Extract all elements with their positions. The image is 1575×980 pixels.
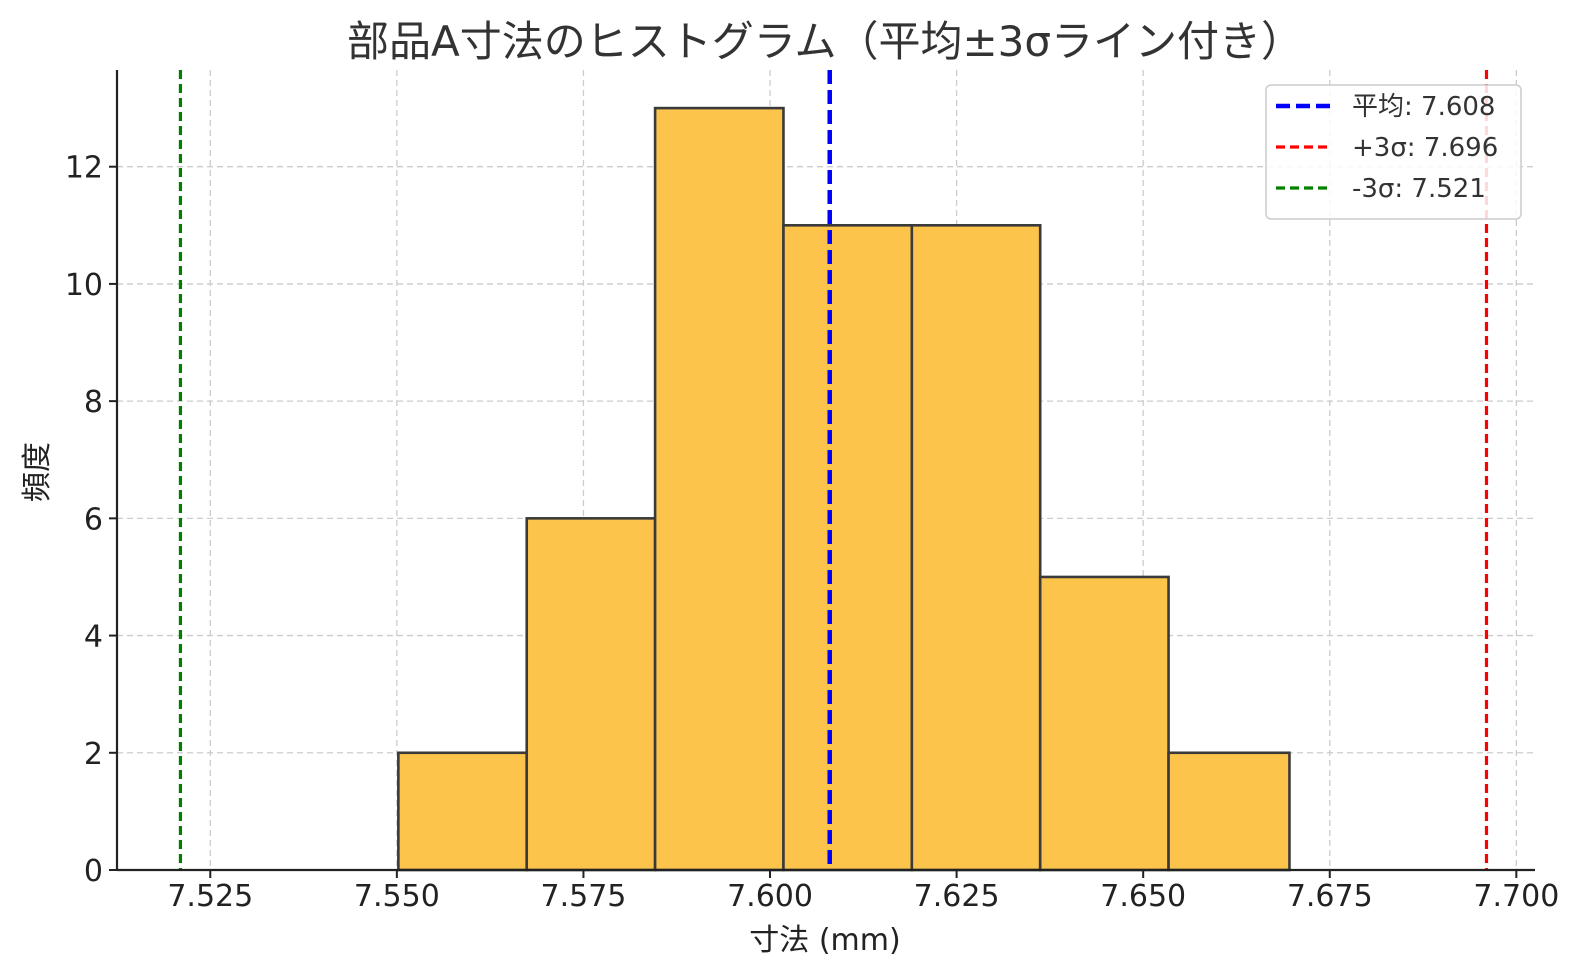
histogram-bar-1 [397, 751, 529, 872]
x-tick-label: 7.675 [1287, 879, 1373, 914]
histogram-bar-5 [910, 224, 1042, 872]
x-tick-label: 7.525 [167, 879, 253, 914]
legend-label: 平均: 7.608 [1352, 92, 1495, 122]
x-tick-label: 7.575 [541, 879, 627, 914]
histogram-bar-6 [1038, 575, 1170, 872]
x-axis-label: 寸法 (mm) [749, 923, 900, 958]
legend-box [1265, 84, 1522, 220]
y-tick-label: 12 [65, 151, 103, 186]
y-tick-label: 10 [65, 268, 103, 303]
y-tick-label: 4 [84, 620, 103, 655]
x-tick-label: 7.625 [914, 879, 1000, 914]
y-tick-label: 2 [84, 737, 103, 772]
legend-label: -3σ: 7.521 [1352, 174, 1486, 204]
legend: 平均: 7.608 +3σ: 7.696 -3σ: 7.521 [1265, 84, 1522, 220]
tick-labels: 7.525 7.550 7.575 7.600 7.625 7.650 7.675 7.700… [65, 151, 1559, 914]
y-tick-label: 8 [84, 385, 103, 420]
axes [115, 70, 1535, 872]
histogram-bar-7 [1167, 751, 1291, 872]
histogram-bars [397, 106, 1291, 872]
y-tick-label: 0 [84, 854, 103, 889]
histogram-bar-4 [782, 224, 914, 872]
histogram-bar-3 [653, 106, 785, 872]
legend-label: +3σ: 7.696 [1352, 133, 1498, 163]
x-tick-label: 7.550 [354, 879, 440, 914]
x-tick-label: 7.600 [727, 879, 813, 914]
x-tick-label: 7.700 [1473, 879, 1559, 914]
histogram-bar-2 [525, 517, 657, 872]
y-tick-label: 6 [84, 502, 103, 537]
y-axis-label: 頻度 [20, 442, 55, 502]
chart-title: 部品A寸法のヒストグラム（平均±3σライン付き） [347, 17, 1303, 66]
x-tick-label: 7.650 [1100, 879, 1186, 914]
